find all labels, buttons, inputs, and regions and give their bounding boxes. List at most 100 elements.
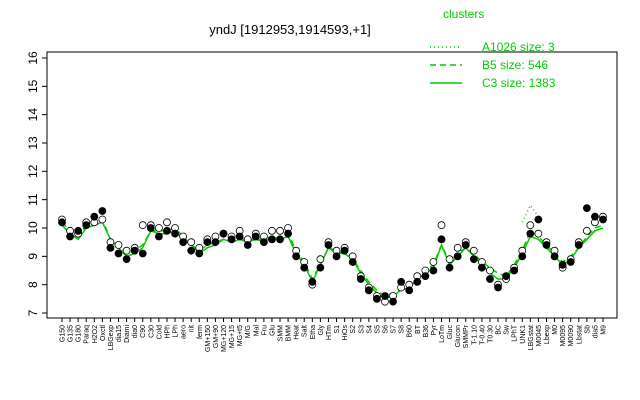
x-tick-label: dia5	[592, 325, 599, 338]
point-filled	[268, 235, 276, 244]
point-filled	[171, 229, 179, 238]
x-tick-label: BT	[415, 324, 422, 334]
legend-label: B5 size: 546	[482, 58, 548, 72]
y-tick-label: 14	[26, 108, 40, 122]
point-filled	[381, 292, 389, 300]
point-filled	[421, 272, 430, 281]
plot-frame	[46, 51, 618, 319]
x-tick-label: GM+90	[213, 325, 220, 348]
point-filled	[405, 286, 414, 295]
x-tick-label: Glu	[269, 325, 276, 336]
x-tick-label: MG+t5	[237, 325, 244, 346]
x-tick-label: T-0.40	[479, 325, 486, 345]
x-tick-label: dia15	[116, 325, 123, 342]
y-tick-label: 15	[26, 79, 40, 93]
x-tick-label: Sw	[504, 324, 511, 335]
point-open	[453, 243, 462, 252]
x-tick-label: SMMPr	[463, 324, 470, 348]
x-tick-label: Paraq	[84, 325, 91, 344]
point-filled	[494, 283, 502, 292]
x-tick-label: MG+15	[229, 325, 236, 348]
x-tick-label: LPhT	[512, 324, 519, 341]
point-filled	[348, 258, 357, 266]
point-filled	[445, 263, 454, 272]
x-tick-label: Cold	[156, 325, 163, 340]
point-filled	[574, 241, 583, 249]
point-filled	[66, 232, 74, 241]
point-filled	[227, 235, 236, 244]
point-open	[445, 255, 454, 264]
point-open	[486, 266, 494, 275]
y-tick-label: 16	[26, 51, 40, 65]
point-filled	[138, 249, 147, 258]
point-open	[316, 255, 325, 264]
x-tick-label: S4	[366, 325, 373, 334]
x-tick-label: T-1.10	[471, 325, 478, 345]
x-tick-label: BMM	[286, 325, 293, 342]
y-tick-label: 11	[26, 193, 40, 206]
x-tick-label: G135	[68, 325, 75, 342]
point-filled	[566, 258, 575, 266]
point-filled	[477, 263, 486, 272]
point-filled	[235, 232, 244, 241]
point-filled	[114, 249, 123, 258]
x-tick-label: nit	[189, 325, 196, 332]
point-filled	[413, 277, 422, 286]
point-filled	[469, 255, 478, 264]
x-tick-label: S3	[358, 325, 365, 334]
x-tick-label: S2	[350, 325, 357, 334]
x-tick-label: Oxctl	[100, 325, 107, 341]
x-tick-label: Salt	[302, 325, 309, 337]
x-tick-label: Sb	[584, 325, 591, 334]
point-filled	[453, 252, 462, 261]
point-open	[437, 221, 446, 230]
x-tick-label: HTm	[326, 325, 333, 340]
x-tick-label: Glucon	[455, 325, 462, 347]
point-filled	[187, 246, 196, 255]
point-filled	[356, 275, 365, 283]
x-tick-label: Etha	[310, 325, 317, 340]
point-open	[114, 241, 123, 249]
point-filled	[154, 232, 163, 241]
x-tick-label: Lbstat	[576, 325, 583, 344]
point-filled	[74, 226, 83, 235]
x-tick-label: SMM	[278, 325, 285, 342]
x-tick-label: M0	[552, 325, 559, 335]
point-filled	[58, 218, 66, 227]
y-tick-label: 13	[26, 136, 40, 150]
point-filled	[518, 252, 527, 261]
point-filled	[510, 266, 519, 275]
legend-title: clusters	[443, 7, 484, 21]
x-tick-label: BC	[496, 325, 503, 335]
x-tick-label: T0.30	[487, 325, 494, 343]
point-open	[187, 238, 196, 247]
point-filled	[284, 229, 292, 238]
x-tick-label: G150	[60, 325, 67, 342]
x-tick-label: S7	[391, 325, 398, 334]
x-tick-label: S6	[382, 325, 389, 334]
x-tick-label: Mal	[253, 325, 260, 337]
point-open	[98, 215, 107, 224]
x-tick-label: C90	[140, 325, 147, 338]
legend-label: A1026 size: 3	[482, 40, 555, 54]
point-filled	[534, 215, 543, 224]
point-filled	[332, 252, 341, 261]
x-tick-label: C30	[148, 325, 155, 338]
x-tick-label: G180	[76, 325, 83, 342]
point-filled	[324, 241, 333, 249]
x-tick-label: M0090	[568, 325, 575, 347]
point-filled	[251, 232, 260, 241]
point-open	[429, 258, 438, 266]
point-filled	[300, 263, 309, 272]
point-filled	[219, 229, 228, 238]
x-tick-label: S1	[334, 325, 341, 334]
x-tick-label: Pyr	[431, 324, 438, 335]
point-open	[154, 224, 163, 232]
point-open	[582, 226, 591, 235]
x-tick-label: Heat	[294, 325, 301, 340]
point-open	[138, 221, 147, 230]
series-line	[61, 221, 604, 300]
point-filled	[389, 297, 397, 306]
x-tick-label: LPh	[173, 325, 180, 338]
